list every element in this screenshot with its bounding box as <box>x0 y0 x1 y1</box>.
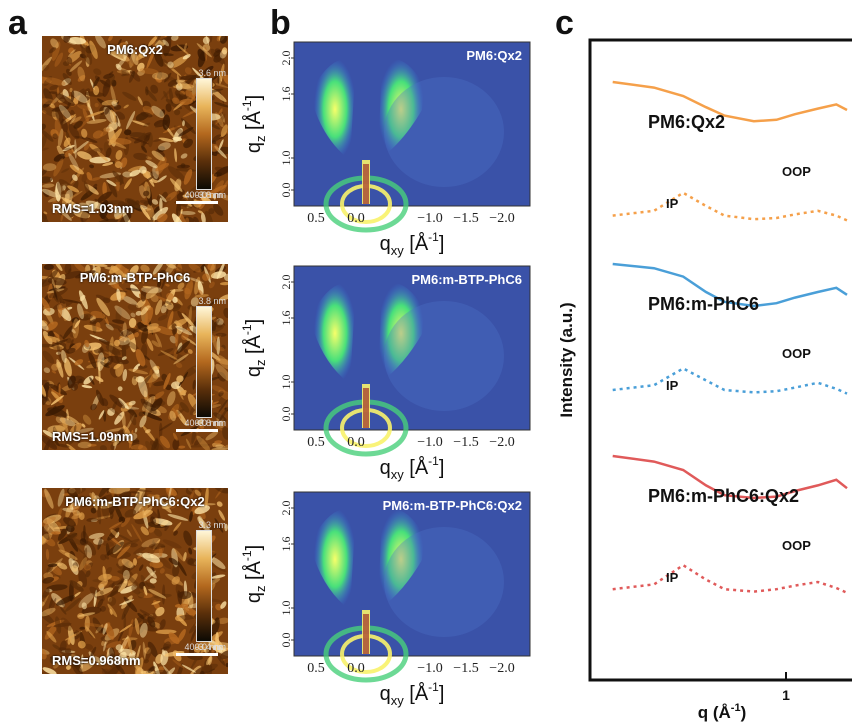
giwaxs-xlabel: qxy [Å-1] <box>380 230 445 258</box>
giwaxs-y-tick: 2.0 <box>279 51 293 66</box>
giwaxs-title: PM6:m-BTP-PhC6:Qx2 <box>383 498 522 513</box>
scale-bar <box>176 653 218 656</box>
giwaxs-ylabel: qz [Å-1] <box>240 545 268 603</box>
giwaxs-y-tick: 1.0 <box>279 601 293 616</box>
giwaxs-xlabel: qxy [Å-1] <box>380 680 445 708</box>
scale-bar <box>176 201 218 204</box>
panel-label-c: c <box>555 4 574 42</box>
giwaxs-x-tick: −1.0 <box>417 211 442 226</box>
colorbar-max-label: 3.3 nm <box>198 520 226 530</box>
giwaxs-lobe-right <box>378 282 424 384</box>
giwaxs-y-tick: 2.0 <box>279 501 293 516</box>
giwaxs-y-tick: 0.0 <box>279 183 293 198</box>
scale-bar <box>176 429 218 432</box>
giwaxs-title: PM6:Qx2 <box>466 48 522 63</box>
giwaxs-lobe-left <box>314 282 356 384</box>
giwaxs-x-tick: −1.0 <box>417 435 442 450</box>
giwaxs-x-tick: 0.5 <box>307 211 325 226</box>
rms-label: RMS=1.09nm <box>52 429 134 444</box>
colorbar-min-label: -3.8 nm <box>195 418 226 428</box>
giwaxs-lobe-right <box>378 58 424 160</box>
giwaxs-x-tick: 0.5 <box>307 435 325 450</box>
giwaxs-y-tick: 2.0 <box>279 275 293 290</box>
giwaxs-lobe-left <box>314 508 356 610</box>
scale-bar-label: 400.0 nm <box>184 190 222 200</box>
colorbar-min-label: -3.8 nm <box>195 190 226 200</box>
giwaxs-x-tick: −2.0 <box>489 211 514 226</box>
giwaxs-x-tick: −2.0 <box>489 661 514 676</box>
panel-label-a: a <box>8 4 27 42</box>
giwaxs-lobe-left <box>314 58 356 160</box>
colorbar <box>196 306 212 418</box>
colorbar <box>196 530 212 642</box>
colorbar-min-label: -3.4 nm <box>195 642 226 652</box>
afm-image: PM6:m-BTP-PhC6 3.8 nm -3.8 nm 400.0 nm RMS=1… <box>42 264 228 450</box>
giwaxs-x-tick: −1.5 <box>453 435 478 450</box>
scale-bar-label: 400.0 nm <box>184 642 222 652</box>
giwaxs-x-tick: −1.0 <box>417 661 442 676</box>
giwaxs-x-tick: −2.0 <box>489 435 514 450</box>
giwaxs-y-tick: 1.0 <box>279 151 293 166</box>
afm-title: PM6:m-BTP-PhC6 <box>79 270 191 285</box>
afm-image: PM6:m-BTP-PhC6:Qx2 3.3 nm -3.4 nm 400.0 nm R… <box>42 488 228 674</box>
giwaxs-y-tick: 1.6 <box>279 537 293 552</box>
giwaxs-x-tick: −1.5 <box>453 211 478 226</box>
giwaxs-x-tick: 0.5 <box>307 661 325 676</box>
giwaxs-y-tick: 1.6 <box>279 311 293 326</box>
colorbar-max-label: 3.6 nm <box>198 68 226 78</box>
giwaxs-y-tick: 1.6 <box>279 87 293 102</box>
rms-label: RMS=1.03nm <box>52 201 134 216</box>
colorbar <box>196 78 212 190</box>
rms-label: RMS=0.968nm <box>52 653 141 668</box>
giwaxs-y-tick: 0.0 <box>279 407 293 422</box>
giwaxs-x-tick: −1.5 <box>453 661 478 676</box>
afm-image: PM6:Qx2 3.6 nm -3.8 nm 400.0 nm RMS=1.03nm <box>42 36 228 222</box>
giwaxs-x-tick: 0.0 <box>347 661 365 676</box>
giwaxs-y-tick: 1.0 <box>279 375 293 390</box>
giwaxs-title: PM6:m-BTP-PhC6 <box>411 272 522 287</box>
colorbar-max-label: 3.8 nm <box>198 296 226 306</box>
giwaxs-x-tick: 0.0 <box>347 435 365 450</box>
scale-bar-label: 400.0 nm <box>184 418 222 428</box>
giwaxs-y-tick: 0.0 <box>279 633 293 648</box>
giwaxs-lobe-right <box>378 508 424 610</box>
afm-title: PM6:Qx2 <box>107 42 163 57</box>
afm-title: PM6:m-BTP-PhC6:Qx2 <box>65 494 205 509</box>
giwaxs-x-tick: 0.0 <box>347 211 365 226</box>
panel-label-b: b <box>270 4 291 42</box>
